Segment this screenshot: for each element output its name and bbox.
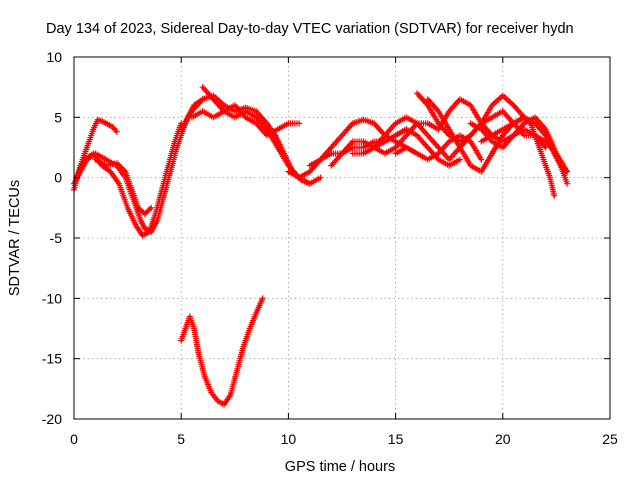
y-tick-label: -10 [42, 290, 62, 306]
data-point-marker [148, 204, 155, 211]
x-tick-label: 0 [70, 431, 78, 447]
data-point-marker [456, 156, 463, 163]
y-tick-label: 5 [54, 109, 62, 125]
y-tick-label: 10 [46, 49, 62, 65]
series-sat-t [467, 120, 549, 151]
data-point-marker [146, 206, 153, 213]
y-tick-label: 0 [54, 170, 62, 186]
x-tick-label: 5 [177, 431, 185, 447]
data-point-marker [296, 120, 303, 127]
series-sat-g [199, 84, 303, 139]
data-point-marker [551, 192, 558, 199]
x-tick-label: 20 [495, 431, 511, 447]
chart-title: Day 134 of 2023, Sidereal Day-to-day VTE… [46, 21, 574, 37]
data-point-marker [259, 295, 266, 302]
data-point-marker [526, 119, 533, 126]
data-point-marker [564, 180, 571, 187]
axis-ticks: 0 5 10 15 20 25 -20 -15 -10 -5 0 5 10 [42, 49, 618, 447]
series-sat-h [178, 295, 266, 408]
y-tick-label: -15 [42, 351, 62, 367]
data-point-marker [115, 161, 122, 168]
y-tick-label: -20 [42, 411, 62, 427]
series-sat-j [306, 116, 421, 169]
series-sat-u [349, 126, 463, 169]
series-sat-i [285, 126, 410, 181]
x-tick-label: 25 [602, 431, 618, 447]
series-sat-r [478, 114, 558, 199]
data-point-marker [478, 156, 485, 163]
x-axis-label: GPS time / hours [285, 459, 395, 475]
plot-data [71, 84, 571, 408]
data-point-marker [113, 128, 120, 135]
y-tick-label: -5 [50, 230, 63, 246]
data-point-marker [317, 174, 324, 181]
grid [74, 57, 610, 419]
data-point-marker [542, 144, 549, 151]
x-tick-label: 10 [281, 431, 297, 447]
x-tick-label: 15 [388, 431, 404, 447]
data-point-marker [562, 167, 569, 174]
y-axis-label: SDTVAR / TECUs [7, 180, 23, 296]
series-sat-d [92, 156, 155, 217]
